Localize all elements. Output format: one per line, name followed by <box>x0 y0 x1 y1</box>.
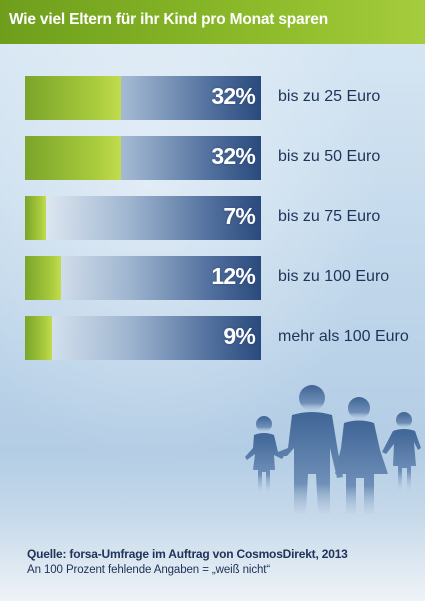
bar-value-label: 7% <box>223 203 255 229</box>
bar <box>25 316 52 360</box>
bar <box>25 136 121 180</box>
bar-row: 32% bis zu 25 Euro <box>0 76 425 120</box>
title-bar: Wie viel Eltern für ihr Kind pro Monat s… <box>0 0 425 44</box>
bar-value-label: 9% <box>223 323 255 349</box>
source-text: Quelle: forsa-Umfrage im Auftrag von Cos… <box>27 547 348 561</box>
chart-title: Wie viel Eltern für ihr Kind pro Monat s… <box>9 11 328 28</box>
bar-value-label: 32% <box>211 143 255 169</box>
footer: Quelle: forsa-Umfrage im Auftrag von Cos… <box>0 514 425 601</box>
bar-track: 7% <box>25 196 261 240</box>
category-label: mehr als 100 Euro <box>278 328 409 345</box>
bar <box>25 256 61 300</box>
category-label: bis zu 25 Euro <box>278 88 381 105</box>
bar-value-label: 32% <box>211 83 255 109</box>
bar-track: 9% <box>25 316 261 360</box>
bar-row: 7% bis zu 75 Euro <box>0 196 425 240</box>
bar-track: 32% <box>25 76 261 120</box>
bar-track: 12% <box>25 256 261 300</box>
category-label: bis zu 50 Euro <box>278 148 381 165</box>
category-label: bis zu 100 Euro <box>278 268 390 285</box>
bar-row: 12% bis zu 100 Euro <box>0 256 425 300</box>
bar <box>25 76 121 120</box>
bar-track: 32% <box>25 136 261 180</box>
bar-row: 9% mehr als 100 Euro <box>0 316 425 360</box>
bar-value-label: 12% <box>211 263 255 289</box>
category-label: bis zu 75 Euro <box>278 208 381 225</box>
family-silhouette-icon <box>245 385 421 514</box>
bar <box>25 196 46 240</box>
bar-row: 32% bis zu 50 Euro <box>0 136 425 180</box>
note-text: An 100 Prozent fehlende Angaben = „weiß … <box>27 564 271 576</box>
